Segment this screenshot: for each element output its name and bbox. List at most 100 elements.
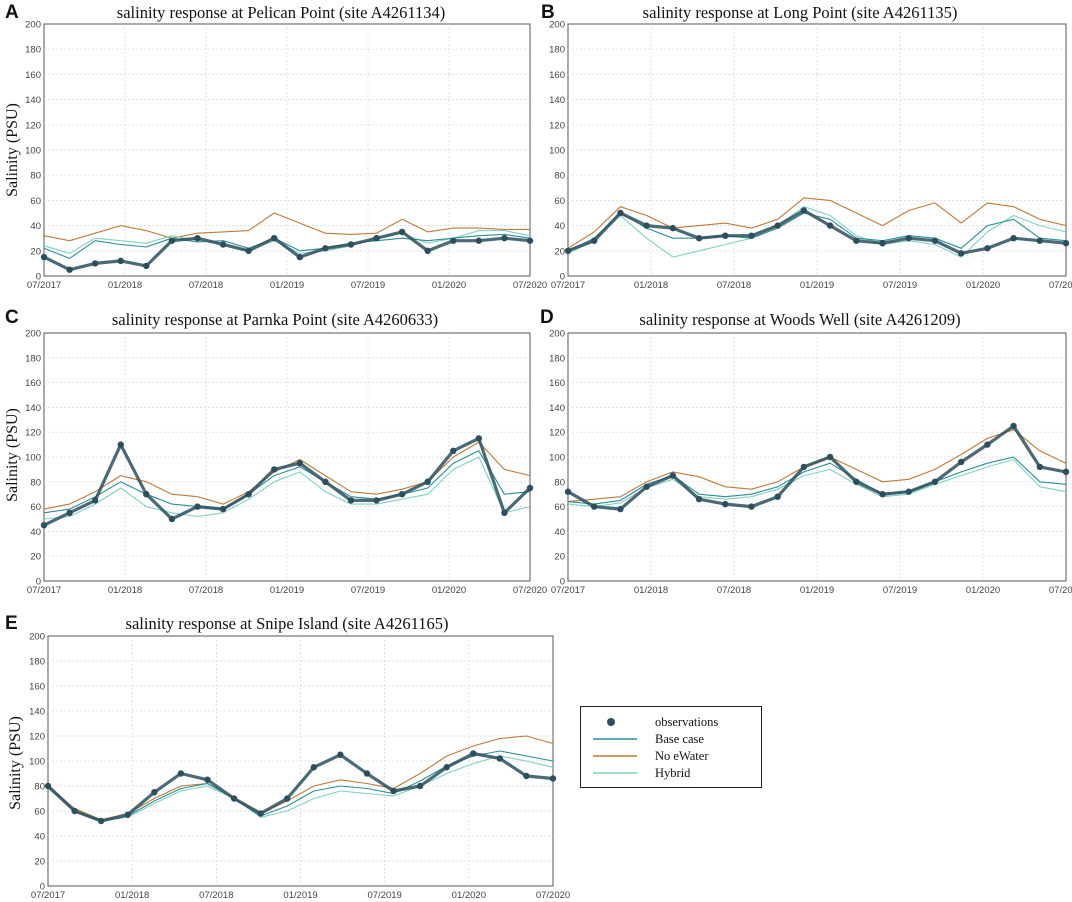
x-tick-label: 01/2018 bbox=[634, 585, 668, 596]
legend-item-hybrid: Hybrid bbox=[581, 765, 761, 781]
y-tick-label: 180 bbox=[29, 657, 45, 668]
y-tick-label: 40 bbox=[30, 221, 41, 232]
panel-letter: A bbox=[5, 2, 19, 23]
chart-title: salinity response at Woods Well (site A4… bbox=[639, 310, 961, 329]
legend-label: Base case bbox=[655, 732, 704, 746]
series-line-base-case bbox=[567, 456, 1067, 505]
y-tick-label: 140 bbox=[25, 403, 41, 414]
y-tick-label: 180 bbox=[25, 353, 41, 364]
y-tick-label: 40 bbox=[554, 527, 565, 538]
y-tick-label: 80 bbox=[34, 782, 45, 793]
y-tick-label: 100 bbox=[25, 146, 41, 157]
y-tick-label: 100 bbox=[29, 757, 45, 768]
x-tick-label: 07/2017 bbox=[551, 585, 585, 596]
observations-trace bbox=[566, 424, 1068, 511]
y-tick-label: 40 bbox=[554, 221, 565, 232]
x-tick-label: 01/2019 bbox=[283, 890, 317, 901]
y-tick-label: 0 bbox=[36, 577, 41, 588]
y-tick-label: 120 bbox=[549, 120, 565, 131]
y-tick-label: 180 bbox=[549, 45, 565, 56]
x-tick-label: 01/2020 bbox=[966, 585, 1000, 596]
panel-d: D salinity response at Woods Well (site … bbox=[536, 305, 1072, 605]
y-tick-label: 0 bbox=[40, 882, 45, 893]
x-tick-label: 07/2019 bbox=[883, 585, 917, 596]
observations-marker-icon bbox=[607, 718, 615, 726]
legend-item-no-ewater: No eWater bbox=[581, 748, 761, 764]
x-tick-label: 07/2017 bbox=[27, 585, 61, 596]
y-tick-label: 80 bbox=[554, 171, 565, 182]
x-tick-label: 07/2018 bbox=[189, 280, 223, 291]
y-tick-label: 140 bbox=[29, 707, 45, 718]
y-tick-label: 160 bbox=[29, 682, 45, 693]
x-tick-label: 01/2020 bbox=[432, 280, 466, 291]
y-tick-label: 0 bbox=[560, 272, 565, 283]
y-tick-label: 200 bbox=[549, 20, 565, 31]
x-tick-label: 01/2020 bbox=[966, 280, 1000, 291]
y-tick-label: 20 bbox=[30, 246, 41, 257]
chart-title: salinity response at Long Point (site A4… bbox=[642, 3, 958, 22]
x-tick-label: 01/2020 bbox=[452, 890, 486, 901]
base-case-line-icon bbox=[593, 738, 637, 740]
x-tick-label: 07/2019 bbox=[883, 280, 917, 291]
x-tick-label: 01/2019 bbox=[270, 585, 304, 596]
y-tick-label: 120 bbox=[29, 732, 45, 743]
y-tick-label: 160 bbox=[25, 378, 41, 389]
x-tick-label: 07/2018 bbox=[199, 890, 233, 901]
y-tick-label: 140 bbox=[549, 95, 565, 106]
chart-title: salinity response at Pelican Point (site… bbox=[116, 3, 446, 22]
y-tick-label: 60 bbox=[30, 196, 41, 207]
legend-label: observations bbox=[655, 715, 719, 729]
x-tick-label: 07/2017 bbox=[551, 280, 585, 291]
observations-trace bbox=[566, 208, 1068, 255]
x-tick-label: 07/2018 bbox=[189, 585, 223, 596]
y-tick-label: 160 bbox=[25, 70, 41, 81]
y-tick-label: 60 bbox=[30, 502, 41, 513]
chart-svg: 0 20 40 60 80 100 120 140 160 180 200 07/2017 01/201… bbox=[25, 329, 547, 597]
panel-letter: E bbox=[5, 613, 18, 634]
chart-title: salinity response at Snipe Island (site … bbox=[125, 614, 449, 633]
y-tick-label: 160 bbox=[549, 378, 565, 389]
y-tick-label: 120 bbox=[549, 428, 565, 439]
series-line-base-case bbox=[43, 450, 531, 514]
series-line-no-ewater bbox=[43, 212, 530, 242]
x-tick-label: 01/2018 bbox=[108, 280, 142, 291]
y-tick-label: 40 bbox=[30, 527, 41, 538]
y-tick-label: 200 bbox=[29, 632, 45, 643]
x-tick-label: 01/2020 bbox=[432, 585, 466, 596]
x-tick-label: 07/2018 bbox=[717, 280, 751, 291]
y-tick-label: 200 bbox=[25, 329, 41, 340]
y-tick-label: 200 bbox=[25, 20, 41, 31]
chart-title: salinity response at Parnka Point (site … bbox=[111, 310, 439, 329]
y-tick-label: 20 bbox=[34, 857, 45, 868]
series-line-hybrid bbox=[43, 456, 531, 520]
series-line-base-case bbox=[567, 212, 1067, 252]
x-tick-label: 07/2017 bbox=[27, 280, 61, 291]
chart-svg: 0 20 40 60 80 100 120 140 160 180 200 07/2017 01/201… bbox=[29, 632, 570, 902]
legend-label: No eWater bbox=[655, 749, 709, 763]
y-tick-label: 0 bbox=[560, 577, 565, 588]
x-tick-label: 01/2019 bbox=[270, 280, 304, 291]
y-tick-label: 80 bbox=[554, 477, 565, 488]
y-tick-label: 120 bbox=[25, 120, 41, 131]
panel-letter: B bbox=[541, 2, 555, 23]
x-tick-label: 07/2018 bbox=[717, 585, 751, 596]
legend-label: Hybrid bbox=[655, 766, 691, 780]
panel-a: A salinity response at Pelican Point (si… bbox=[0, 0, 547, 300]
panel-letter: D bbox=[540, 307, 554, 328]
y-tick-label: 180 bbox=[549, 353, 565, 364]
observations-trace bbox=[46, 751, 555, 823]
hybrid-line-icon bbox=[593, 772, 637, 774]
y-tick-label: 40 bbox=[34, 832, 45, 843]
y-tick-label: 100 bbox=[549, 453, 565, 464]
y-tick-label: 200 bbox=[549, 329, 565, 340]
x-tick-label: 07/2019 bbox=[367, 890, 401, 901]
panel-e: E salinity response at Snipe Island (sit… bbox=[0, 610, 570, 902]
chart-svg: 0 20 40 60 80 100 120 140 160 180 200 07/2017 01/201… bbox=[549, 20, 1072, 292]
x-tick-label: 01/2019 bbox=[800, 585, 834, 596]
y-tick-label: 140 bbox=[549, 403, 565, 414]
observations-trace bbox=[42, 230, 532, 272]
x-tick-label: 07/2019 bbox=[351, 280, 385, 291]
x-tick-label: 07/2020 bbox=[1049, 585, 1072, 596]
series-line-hybrid bbox=[567, 206, 1067, 258]
x-tick-label: 07/2020 bbox=[536, 890, 570, 901]
